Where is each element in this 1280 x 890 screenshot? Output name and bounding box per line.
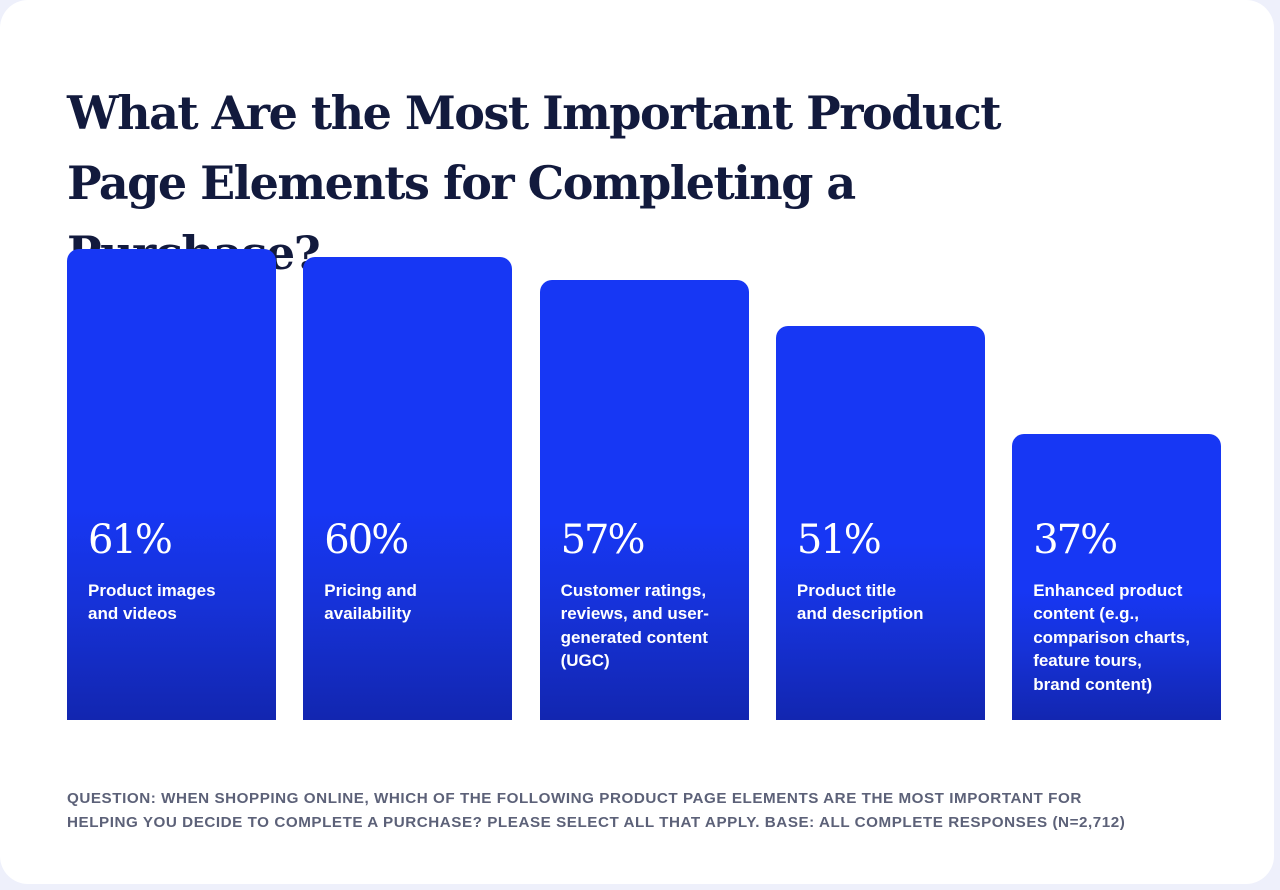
bar-category-label: Enhanced product content (e.g., comparis… (1033, 580, 1191, 694)
bar-category-label: Customer ratings, reviews, and user- gen… (560, 580, 709, 671)
bar-category-label: Product title and description (796, 580, 924, 624)
survey-question-footnote: QUESTION: WHEN SHOPPING ONLINE, WHICH OF… (67, 790, 1126, 831)
bar: 37% Enhanced product content (e.g., compa… (1012, 434, 1222, 720)
bar: 57% Customer ratings, reviews, and user- … (539, 279, 749, 720)
chart-title: What Are the Most Important Product Page… (67, 86, 1002, 280)
bar: 60% Pricing and availability (303, 256, 513, 720)
bar: 61% Product images and videos (67, 249, 276, 720)
bar-category-label: Product images and videos (88, 580, 216, 624)
bar-value-label: 51% (796, 516, 882, 563)
bar-value-label: 61% (88, 516, 173, 563)
bar: 51% Product title and description (775, 326, 985, 720)
bar-value-label: 57% (560, 516, 646, 563)
bar-value-label: 37% (1033, 516, 1118, 563)
bar-category-label: Pricing and availability (324, 580, 417, 624)
bar-value-label: 60% (324, 516, 409, 563)
